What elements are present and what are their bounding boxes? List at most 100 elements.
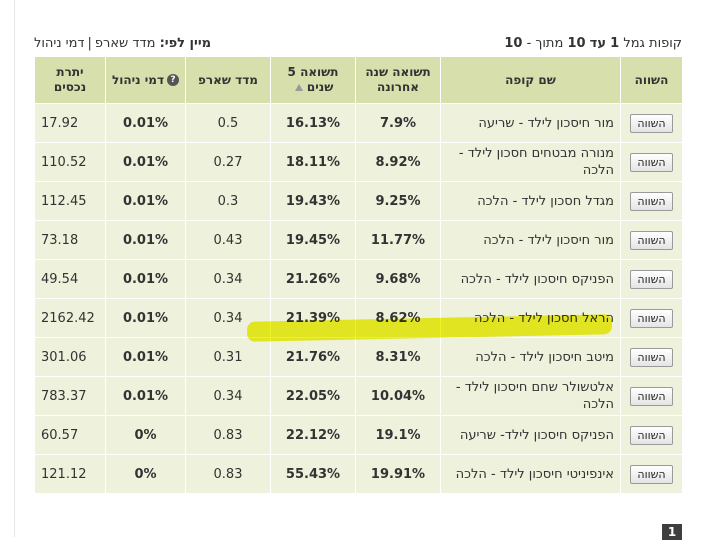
compare-button[interactable]: השווה bbox=[630, 347, 673, 367]
sharpe-cell: 0.34 bbox=[185, 259, 271, 299]
sort-by-sharpe-link[interactable]: מדד שארפ bbox=[94, 36, 156, 51]
management-fee-cell: 0.01% bbox=[105, 142, 186, 182]
table-row: השווה הפניקס חיסכון לילד - הלכה 9.68% 21.26… bbox=[34, 259, 683, 299]
management-fee-cell: 0.01% bbox=[105, 298, 186, 338]
assets-cell: 2162.42 bbox=[34, 298, 106, 338]
last-year-return-cell: 11.77% bbox=[355, 220, 441, 260]
sharpe-cell: 0.34 bbox=[185, 376, 271, 416]
table-row: השווה אינפיניטי חיסכון לילד - הלכה 19.91% 5… bbox=[34, 454, 683, 494]
column-header-sharpe[interactable]: מדד שארפ bbox=[185, 56, 271, 104]
five-year-return-cell: 22.05% bbox=[270, 376, 356, 416]
last-year-return-cell: 19.1% bbox=[355, 415, 441, 455]
compare-button[interactable]: השווה bbox=[630, 425, 673, 445]
five-year-return-cell: 18.11% bbox=[270, 142, 356, 182]
fund-name-cell: מיטב חיסכון לילד - הלכה bbox=[440, 337, 621, 377]
compare-cell: השווה bbox=[620, 259, 683, 299]
table-row: השווה מנורה מבטחים חסכון לילד - הלכה 8.92%… bbox=[34, 142, 683, 182]
assets-cell: 49.54 bbox=[34, 259, 106, 299]
sharpe-cell: 0.43 bbox=[185, 220, 271, 260]
results-toolbar: קופות גמל 1 עד 10 מתוך - 10 מיין לפי: מד… bbox=[34, 36, 682, 54]
count-from: 1 bbox=[610, 36, 620, 51]
pagination-current-page[interactable]: 1 bbox=[662, 524, 682, 540]
fund-name-cell: מגדל חסכון לילד - הלכה bbox=[440, 181, 621, 221]
sharpe-cell: 0.31 bbox=[185, 337, 271, 377]
compare-cell: השווה bbox=[620, 142, 683, 182]
column-header-five-years[interactable]: תשואה 5 שנים bbox=[270, 56, 356, 104]
compare-cell: השווה bbox=[620, 220, 683, 260]
compare-button[interactable]: השווה bbox=[630, 113, 673, 133]
help-question-icon[interactable]: ? bbox=[167, 74, 180, 86]
management-fee-cell: 0.01% bbox=[105, 103, 186, 143]
assets-cell: 301.06 bbox=[34, 337, 106, 377]
count-of-word: מתוך - bbox=[526, 36, 564, 51]
management-fee-cell: 0% bbox=[105, 415, 186, 455]
table-header-row: השווה שם קופה תשואה שנה אחרונה תשואה 5 ש… bbox=[34, 56, 683, 104]
fund-name-cell: מור חיסכון לילד - שריעה bbox=[440, 103, 621, 143]
funds-table: השווה שם קופה תשואה שנה אחרונה תשואה 5 ש… bbox=[34, 56, 683, 494]
sort-by-fee-link[interactable]: דמי ניהול bbox=[34, 36, 85, 51]
assets-cell: 60.57 bbox=[34, 415, 106, 455]
compare-button[interactable]: השווה bbox=[630, 464, 673, 484]
sharpe-cell: 0.5 bbox=[185, 103, 271, 143]
count-to: 10 bbox=[567, 36, 586, 51]
fund-name-cell: אינפיניטי חיסכון לילד - הלכה bbox=[440, 454, 621, 494]
assets-cell: 17.92 bbox=[34, 103, 106, 143]
column-header-fund-name[interactable]: שם קופה bbox=[440, 56, 621, 104]
sharpe-cell: 0.83 bbox=[185, 454, 271, 494]
last-year-return-cell: 8.92% bbox=[355, 142, 441, 182]
last-year-return-cell: 9.68% bbox=[355, 259, 441, 299]
five-year-return-cell: 19.45% bbox=[270, 220, 356, 260]
management-fee-cell: 0.01% bbox=[105, 220, 186, 260]
fund-name-cell: אלטשולר שחם חיסכון לילד - הלכה bbox=[440, 376, 621, 416]
sharpe-cell: 0.34 bbox=[185, 298, 271, 338]
management-fee-cell: 0.01% bbox=[105, 337, 186, 377]
compare-cell: השווה bbox=[620, 103, 683, 143]
assets-cell: 112.45 bbox=[34, 181, 106, 221]
management-fee-cell: 0.01% bbox=[105, 181, 186, 221]
fund-name-cell: הפניקס חיסכון לילד- שריעה bbox=[440, 415, 621, 455]
table-row: השווה מור חיסכון לילד - הלכה 11.77% 19.45% 0… bbox=[34, 220, 683, 260]
table-row: השווה מור חיסכון לילד - שריעה 7.9% 16.13% 0.… bbox=[34, 103, 683, 143]
compare-cell: השווה bbox=[620, 376, 683, 416]
compare-cell: השווה bbox=[620, 454, 683, 494]
column-header-fee[interactable]: ?דמי ניהול bbox=[105, 56, 186, 104]
table-row: השווה מיטב חיסכון לילד - הלכה 8.31% 21.76% 0… bbox=[34, 337, 683, 377]
column-header-last-year[interactable]: תשואה שנה אחרונה bbox=[355, 56, 441, 104]
five-year-return-cell: 21.26% bbox=[270, 259, 356, 299]
five-year-return-cell: 19.43% bbox=[270, 181, 356, 221]
count-to-word: עד bbox=[589, 36, 606, 51]
management-fee-cell: 0.01% bbox=[105, 259, 186, 299]
count-prefix: קופות גמל bbox=[623, 36, 682, 51]
sort-separator: | bbox=[87, 36, 92, 51]
last-year-return-cell: 10.04% bbox=[355, 376, 441, 416]
last-year-return-cell: 8.31% bbox=[355, 337, 441, 377]
compare-button[interactable]: השווה bbox=[630, 386, 673, 406]
five-year-return-cell: 21.76% bbox=[270, 337, 356, 377]
last-year-return-cell: 7.9% bbox=[355, 103, 441, 143]
results-count: קופות גמל 1 עד 10 מתוך - 10 bbox=[504, 36, 682, 51]
fund-name-cell: הפניקס חיסכון לילד - הלכה bbox=[440, 259, 621, 299]
compare-cell: השווה bbox=[620, 298, 683, 338]
last-year-return-cell: 9.25% bbox=[355, 181, 441, 221]
five-year-return-cell: 22.12% bbox=[270, 415, 356, 455]
compare-button[interactable]: השווה bbox=[630, 152, 673, 172]
sort-controls: מיין לפי: מדד שארפ|דמי ניהול bbox=[34, 36, 211, 51]
table-row: השווה מגדל חסכון לילד - הלכה 9.25% 19.43% 0.… bbox=[34, 181, 683, 221]
compare-button[interactable]: השווה bbox=[630, 230, 673, 250]
sort-up-icon bbox=[294, 84, 303, 91]
compare-cell: השווה bbox=[620, 415, 683, 455]
compare-button[interactable]: השווה bbox=[630, 308, 673, 328]
fee-label: דמי ניהול bbox=[111, 72, 165, 87]
compare-button[interactable]: השווה bbox=[630, 191, 673, 211]
sharpe-cell: 0.27 bbox=[185, 142, 271, 182]
sharpe-cell: 0.3 bbox=[185, 181, 271, 221]
five-years-label: תשואה 5 שנים bbox=[287, 65, 339, 94]
fund-name-cell: מור חיסכון לילד - הלכה bbox=[440, 220, 621, 260]
assets-cell: 73.18 bbox=[34, 220, 106, 260]
assets-cell: 121.12 bbox=[34, 454, 106, 494]
table-row: השווה אלטשולר שחם חיסכון לילד - הלכה 10.04… bbox=[34, 376, 683, 416]
compare-button[interactable]: השווה bbox=[630, 269, 673, 289]
column-header-assets[interactable]: יתרת נכסים bbox=[34, 56, 106, 104]
five-year-return-cell: 55.43% bbox=[270, 454, 356, 494]
management-fee-cell: 0% bbox=[105, 454, 186, 494]
